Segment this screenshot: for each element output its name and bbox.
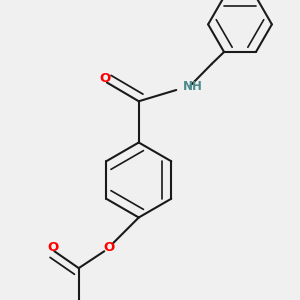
- Text: O: O: [103, 241, 114, 254]
- Text: O: O: [99, 71, 111, 85]
- Text: O: O: [47, 241, 58, 254]
- Text: NH: NH: [183, 80, 203, 94]
